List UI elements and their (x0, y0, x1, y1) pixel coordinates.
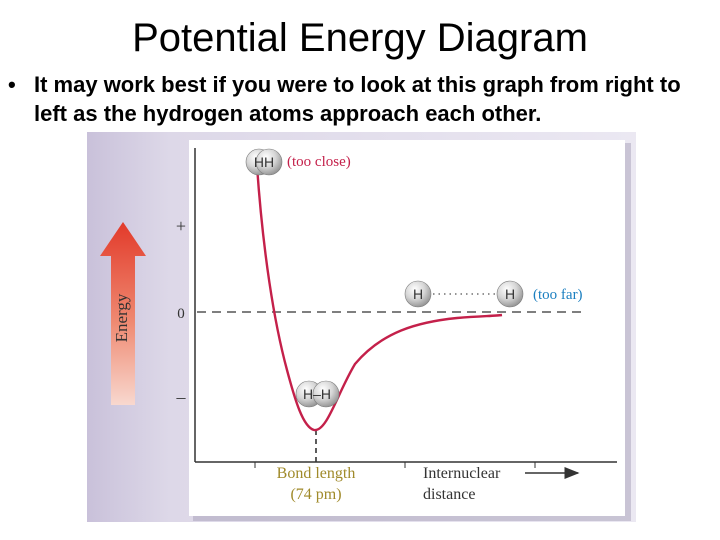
bullet-dot-icon: • (8, 72, 16, 97)
hydrogen-atom-icon (404, 280, 432, 308)
hydrogen-atom-icon (312, 380, 340, 408)
hydrogen-atom-icon (255, 148, 283, 176)
bond-length-value: (74 pm) (290, 486, 341, 503)
energy-curve (255, 165, 503, 432)
tick-zero: 0 (177, 306, 185, 322)
tick-plus: + (176, 216, 186, 236)
slide-title: Potential Energy Diagram (132, 16, 588, 60)
tick-minus: – (176, 387, 187, 407)
bullet-text: It may work best if you were to look at … (34, 72, 681, 126)
too-close-caption: (too close) (287, 154, 351, 170)
energy-arrow-icon (100, 222, 146, 405)
too-far-caption: (too far) (533, 287, 583, 303)
energy-axis-label: Energy (112, 293, 131, 342)
far-atom-left-label: H (413, 286, 423, 302)
potential-energy-diagram: Energy + 0 – HH (too close) H–H H H (too (87, 132, 636, 522)
x-axis-label-line1: Internuclear (423, 465, 501, 482)
bonded-pair-label: H–H (303, 386, 331, 402)
diagram-svg: Energy + 0 – HH (too close) H–H H H (too (87, 132, 636, 522)
bond-length-label: Bond length (277, 465, 356, 482)
x-axis-label-line2: distance (423, 486, 475, 503)
hydrogen-atom-icon (496, 280, 524, 308)
too-close-atom-label: HH (254, 154, 274, 170)
far-atom-right-label: H (505, 286, 515, 302)
bullet-point: • It may work best if you were to look a… (8, 70, 708, 128)
